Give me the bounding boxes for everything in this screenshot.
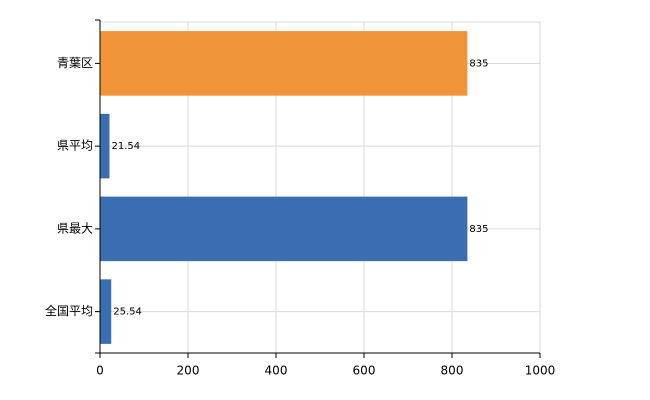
value-label: 25.54 [113,307,142,318]
y-tick-label: 全国平均 [45,303,93,318]
x-tick-label: 200 [177,364,200,378]
value-label: 835 [469,58,488,69]
y-tick-label: 県平均 [57,139,93,153]
value-label: 835 [469,224,488,235]
bar [100,113,110,179]
bar [100,196,468,262]
y-tick-label: 県最大 [57,221,93,235]
bar [100,31,468,96]
x-tick-label: 1000 [525,364,556,378]
value-label: 21.54 [111,141,140,152]
x-tick-label: 400 [265,364,288,378]
x-tick-label: 600 [353,364,376,378]
y-tick-label: 青葉区 [57,56,93,70]
bar [100,279,112,344]
x-tick-label: 800 [441,364,464,378]
x-tick-label: 0 [96,364,104,378]
